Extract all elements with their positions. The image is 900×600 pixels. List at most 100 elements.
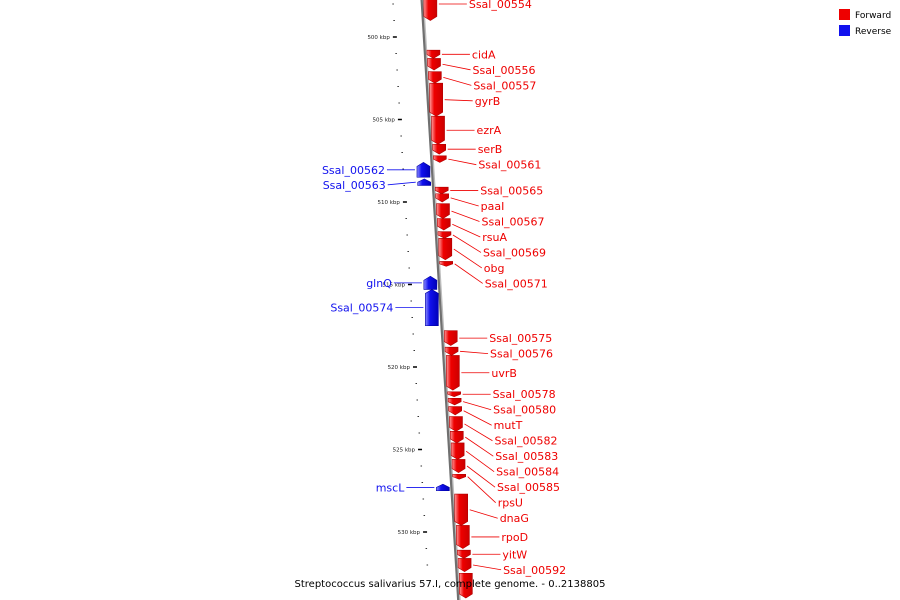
- label-leader: [443, 77, 472, 86]
- label-leader: [450, 197, 479, 207]
- gene-label-Ssal_00567[interactable]: Ssal_00567: [481, 215, 544, 228]
- gene-Ssal_00556[interactable]: [427, 58, 441, 71]
- label-leader: [469, 509, 498, 519]
- gene-Ssal_00580[interactable]: [447, 398, 462, 406]
- gene-Ssal_00583[interactable]: [449, 431, 464, 444]
- label-leader: [463, 410, 492, 426]
- label-leader: [462, 401, 492, 411]
- gene-Ssal_00584[interactable]: [450, 442, 465, 460]
- gene-label-rsuA[interactable]: rsuA: [482, 231, 507, 244]
- label-leader: [452, 234, 482, 253]
- tick-label: 525 kbp: [393, 448, 416, 454]
- gene-Ssal_00571[interactable]: [439, 261, 454, 267]
- gene-Ssal_00562[interactable]: [416, 162, 431, 178]
- gene-label-Ssal_00592[interactable]: Ssal_00592: [503, 564, 566, 577]
- gene-label-uvrB[interactable]: uvrB: [491, 367, 517, 380]
- gene-ezrA[interactable]: [431, 115, 445, 145]
- gene-mutT[interactable]: [448, 406, 462, 416]
- label-leader: [467, 476, 496, 504]
- legend: Forward Reverse: [839, 9, 892, 37]
- gene-dnaG[interactable]: [454, 493, 469, 526]
- gene-label-gyrB[interactable]: gyrB: [475, 95, 501, 108]
- gene-rpoD[interactable]: [456, 525, 470, 549]
- label-leader: [465, 436, 494, 457]
- legend-reverse-label: Reverse: [855, 27, 892, 37]
- gene-label-serB[interactable]: serB: [478, 143, 503, 156]
- label-leader: [466, 465, 496, 488]
- gene-Ssal_00565[interactable]: [434, 186, 449, 195]
- gene-label-Ssal_00571[interactable]: Ssal_00571: [485, 277, 548, 290]
- label-leader: [464, 423, 493, 442]
- gene-uvrB[interactable]: [446, 355, 460, 391]
- gene-mscL[interactable]: [436, 483, 450, 492]
- kbp-ticks: 500 kbp 505 kbp 510 kbp 515 kbp 520 kbp 525 k…: [367, 3, 429, 566]
- gene-label-Ssal_00574[interactable]: Ssal_00574: [330, 302, 393, 315]
- gene-label-Ssal_00575[interactable]: Ssal_00575: [489, 332, 552, 345]
- gene-Ssal_00567[interactable]: [436, 203, 450, 219]
- gene-label-Ssal_00576[interactable]: Ssal_00576: [490, 348, 553, 361]
- gene-labels: Ssal_00554 cidA Ssal_00556 Ssal_00557 gyrB ez…: [322, 0, 566, 577]
- gene-Ssal_00563[interactable]: [417, 178, 432, 186]
- gene-Ssal_00582[interactable]: [449, 416, 463, 432]
- gene-Ssal_00574[interactable]: [425, 289, 439, 327]
- gene-Ssal_00561[interactable]: [433, 155, 447, 163]
- gene-cidA[interactable]: [426, 49, 441, 59]
- gene-label-Ssal_00557[interactable]: Ssal_00557: [473, 79, 536, 92]
- label-leader: [451, 210, 480, 222]
- gene-label-glnQ[interactable]: glnQ: [366, 277, 392, 290]
- gene-label-Ssal_00563[interactable]: Ssal_00563: [323, 179, 386, 192]
- gene-label-mutT[interactable]: mutT: [494, 419, 523, 432]
- gene-glnQ[interactable]: [423, 275, 438, 290]
- gene-Ssal_00575[interactable]: [443, 330, 458, 346]
- gene-label-Ssal_00565[interactable]: Ssal_00565: [480, 184, 543, 197]
- gene-label-obg[interactable]: obg: [484, 262, 505, 275]
- gene-label-mscL[interactable]: mscL: [376, 481, 405, 494]
- label-leader: [442, 63, 471, 71]
- gene-label-Ssal_00582[interactable]: Ssal_00582: [494, 435, 557, 448]
- gene-rpsU[interactable]: [452, 473, 466, 480]
- tick-label: 515 kbp: [383, 283, 406, 289]
- gene-yitW[interactable]: [457, 549, 471, 559]
- gene-label-Ssal_00583[interactable]: Ssal_00583: [495, 450, 558, 463]
- gene-Ssal_00578[interactable]: [447, 391, 461, 398]
- gene-gyrB[interactable]: [429, 82, 443, 117]
- gene-label-ezrA[interactable]: ezrA: [477, 124, 502, 137]
- gene-Ssal_00554[interactable]: [423, 0, 438, 21]
- gene-label-Ssal_00554[interactable]: Ssal_00554: [469, 0, 532, 11]
- gene-paaI[interactable]: [435, 193, 449, 203]
- gene-label-Ssal_00580[interactable]: Ssal_00580: [493, 404, 556, 417]
- gene-label-yitW[interactable]: yitW: [502, 548, 527, 561]
- legend-reverse-swatch: [839, 25, 850, 36]
- gene-rsuA[interactable]: [436, 218, 451, 231]
- gene-unnamed[interactable]: [459, 572, 473, 599]
- gene-label-Ssal_00585[interactable]: Ssal_00585: [497, 481, 560, 494]
- gene-Ssal_00569[interactable]: [437, 231, 452, 239]
- axis-shadow: [422, 0, 461, 600]
- gene-serB[interactable]: [432, 143, 447, 155]
- gene-label-rpoD[interactable]: rpoD: [501, 531, 528, 544]
- gene-label-Ssal_00569[interactable]: Ssal_00569: [483, 246, 546, 259]
- gene-label-rpsU[interactable]: rpsU: [498, 497, 523, 510]
- label-leader: [444, 99, 473, 102]
- tick-label: 510 kbp: [378, 200, 401, 206]
- gene-Ssal_00576[interactable]: [444, 346, 459, 356]
- gene-Ssal_00585[interactable]: [451, 459, 466, 473]
- gene-label-Ssal_00578[interactable]: Ssal_00578: [493, 388, 556, 401]
- gene-label-Ssal_00584[interactable]: Ssal_00584: [496, 466, 559, 479]
- gene-label-cidA[interactable]: cidA: [472, 48, 496, 61]
- gene-label-Ssal_00562[interactable]: Ssal_00562: [322, 164, 385, 177]
- gene-label-Ssal_00561[interactable]: Ssal_00561: [478, 159, 541, 172]
- gene-obg[interactable]: [438, 238, 453, 261]
- gene-label-paaI[interactable]: paaI: [481, 200, 505, 213]
- legend-forward-label: Forward: [855, 11, 891, 21]
- legend-forward-swatch: [839, 9, 850, 20]
- gene-label-Ssal_00556[interactable]: Ssal_00556: [473, 64, 536, 77]
- gene-Ssal_00557[interactable]: [428, 71, 442, 84]
- gene-label-dnaG[interactable]: dnaG: [500, 512, 529, 525]
- tick-label: 520 kbp: [388, 365, 411, 371]
- gene-Ssal_00592[interactable]: [457, 558, 472, 572]
- label-leader: [454, 263, 483, 284]
- label-leader: [453, 248, 483, 269]
